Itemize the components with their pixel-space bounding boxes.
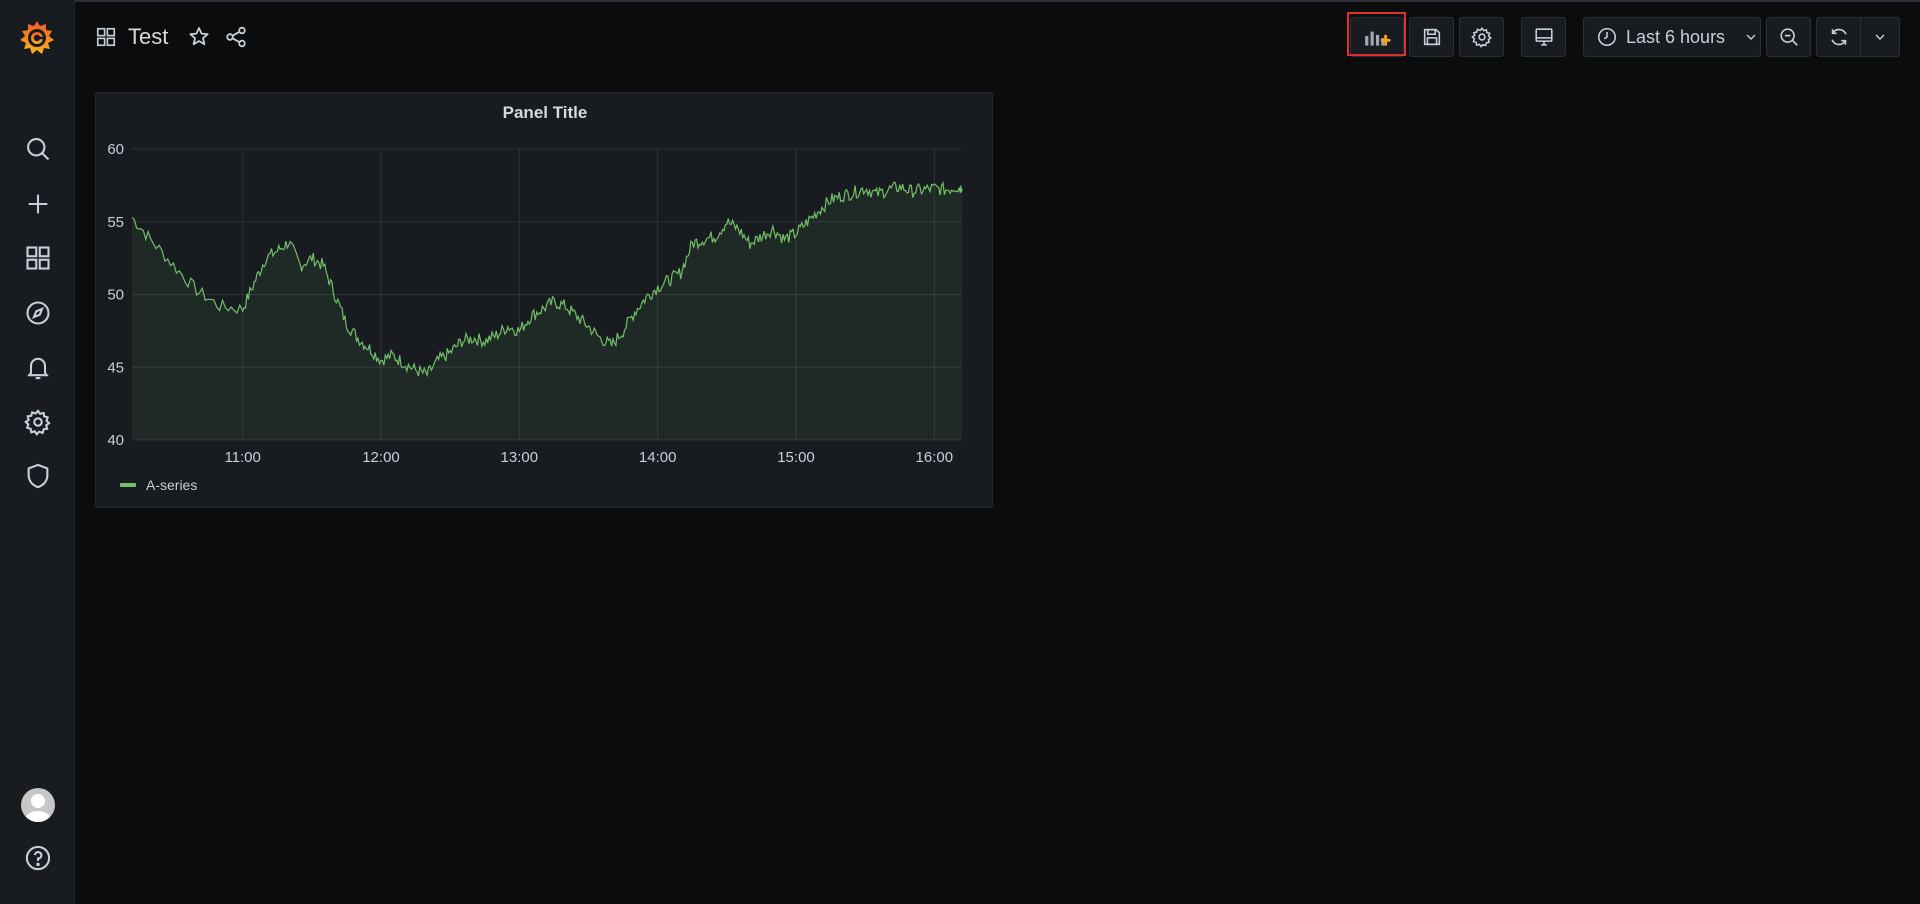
y-tick-label: 60 xyxy=(107,141,124,158)
legend-label: A-series xyxy=(146,477,198,493)
dashboard-breadcrumb[interactable]: Test xyxy=(95,22,168,52)
help-icon[interactable] xyxy=(23,843,53,873)
series-area xyxy=(132,182,962,440)
search-icon[interactable] xyxy=(23,134,53,164)
monitor-icon xyxy=(1534,28,1553,46)
x-tick-label: 12:00 xyxy=(362,449,400,466)
star-icon[interactable] xyxy=(187,25,211,49)
refresh-interval-dropdown[interactable] xyxy=(1861,18,1899,56)
time-range-label: Last 6 hours xyxy=(1626,26,1726,47)
save-dashboard-button[interactable] xyxy=(1409,17,1454,57)
refresh-icon xyxy=(1830,28,1847,46)
refresh-button-group xyxy=(1816,17,1900,57)
tv-mode-button[interactable] xyxy=(1521,17,1566,57)
add-panel-button[interactable] xyxy=(1350,17,1404,57)
user-avatar[interactable] xyxy=(21,788,55,822)
legend-swatch xyxy=(120,483,136,487)
graph-panel: Panel Title 40 45 50 55 60 11:00 12:00 13:00 14:… xyxy=(95,92,993,508)
dashboard-grid-icon xyxy=(96,27,116,47)
dashboard-title[interactable]: Test xyxy=(128,24,169,49)
refresh-button[interactable] xyxy=(1817,18,1861,56)
dashboards-icon[interactable] xyxy=(23,243,53,273)
top-edge xyxy=(0,0,1920,2)
chevron-down-icon xyxy=(1746,34,1756,40)
legend-item[interactable]: A-series xyxy=(120,477,197,493)
x-tick-label: 16:00 xyxy=(916,449,954,466)
add-panel-icon xyxy=(1365,31,1391,46)
y-tick-label: 55 xyxy=(107,214,124,231)
side-menu xyxy=(0,0,75,904)
explore-icon[interactable] xyxy=(23,298,53,328)
server-admin-shield-icon[interactable] xyxy=(23,461,53,491)
dashboard-settings-button[interactable] xyxy=(1459,17,1504,57)
x-tick-label: 14:00 xyxy=(639,449,677,466)
x-tick-label: 15:00 xyxy=(777,449,815,466)
x-tick-label: 13:00 xyxy=(501,449,539,466)
y-tick-label: 50 xyxy=(107,287,124,304)
settings-gear-icon xyxy=(1470,27,1492,48)
save-icon xyxy=(1423,28,1440,46)
clock-icon xyxy=(1597,27,1617,47)
plus-icon[interactable] xyxy=(23,189,53,219)
y-tick-label: 45 xyxy=(107,359,124,376)
x-tick-label: 11:00 xyxy=(224,449,260,466)
grafana-logo-icon[interactable] xyxy=(17,18,57,58)
panel-title[interactable]: Panel Title xyxy=(502,103,588,122)
series-line xyxy=(131,181,963,378)
chevron-down-icon xyxy=(1875,34,1885,40)
configuration-gear-icon[interactable] xyxy=(23,407,53,437)
graph-chart[interactable]: 40 45 50 55 60 11:00 12:00 13:00 14:00 15:00 16:00 xyxy=(96,93,994,473)
zoom-out-button[interactable] xyxy=(1766,17,1811,57)
zoom-out-icon xyxy=(1779,28,1798,46)
y-tick-label: 40 xyxy=(107,432,124,449)
share-icon[interactable] xyxy=(224,25,248,49)
time-range-picker[interactable]: Last 6 hours xyxy=(1583,17,1761,57)
alerting-bell-icon[interactable] xyxy=(23,352,53,382)
